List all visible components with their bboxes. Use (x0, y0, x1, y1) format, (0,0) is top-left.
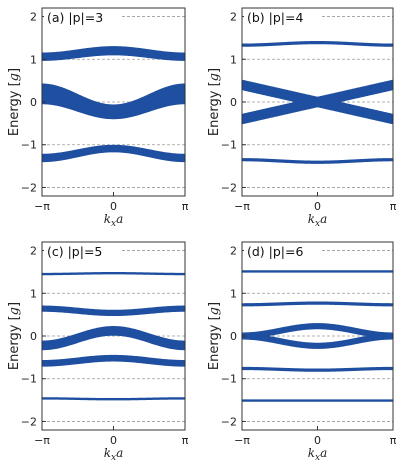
y-tick-label: −1 (21, 373, 37, 386)
energy-band-3 (41, 144, 186, 163)
x-axis-label: kxa (308, 212, 328, 229)
x-tick-label: −π (34, 434, 50, 447)
y-tick-label: 2 (30, 11, 37, 24)
x-tick-label: 0 (314, 200, 321, 213)
chart-panel-1: −2 −1 0 1 2 −π 0 π kxa Energy [g] (a) |p|=3 (7, 7, 189, 229)
x-tick-label: π (390, 200, 397, 213)
y-axis-label: Energy [g] (7, 68, 22, 136)
x-tick-label: 0 (110, 434, 117, 447)
x-axis-label: kxa (104, 212, 124, 229)
x-tick-label: π (390, 434, 397, 447)
y-tick-label: 0 (30, 96, 37, 109)
x-tick-label: π (182, 434, 189, 447)
y-tick-label: 2 (230, 245, 237, 258)
energy-band-5 (241, 366, 394, 372)
y-tick-label: −1 (221, 373, 237, 386)
energy-band-2 (241, 301, 394, 307)
panel-title: (c) |p|=5 (47, 244, 102, 259)
y-tick-label: −2 (221, 415, 237, 428)
panel-title-background (44, 10, 122, 26)
y-axis-label: Energy [g] (7, 302, 22, 370)
panel-title-background (44, 244, 122, 260)
x-axis-label: kxa (104, 446, 124, 463)
x-tick-label: −π (234, 434, 250, 447)
y-tick-label: −2 (21, 415, 37, 428)
energy-band-4 (241, 158, 394, 164)
y-tick-label: 1 (30, 53, 37, 66)
energy-band-5 (41, 397, 186, 401)
y-tick-label: 2 (30, 245, 37, 258)
panel-title: (a) |p|=3 (47, 10, 103, 25)
x-tick-label: 0 (314, 434, 321, 447)
y-tick-label: −2 (221, 181, 237, 194)
panel-title: (d) |p|=6 (247, 244, 303, 259)
y-tick-label: 2 (230, 11, 237, 24)
y-tick-label: 0 (230, 330, 237, 343)
energy-band-1 (41, 46, 186, 61)
chart-panel-2: −2 −1 0 1 2 −π 0 π kxa Energy [g] (b) |p|=4 (207, 7, 397, 229)
y-axis-label: Energy [g] (207, 302, 222, 370)
y-axis-label: Energy [g] (207, 68, 222, 136)
panel-title: (b) |p|=4 (247, 10, 303, 25)
y-tick-label: 0 (30, 330, 37, 343)
x-tick-label: 0 (110, 200, 117, 213)
energy-band-1 (241, 270, 394, 273)
y-tick-label: 1 (230, 287, 237, 300)
y-tick-label: 0 (230, 96, 237, 109)
y-tick-label: −1 (21, 139, 37, 152)
energy-band-2 (41, 305, 186, 317)
chart-panel-4: −2 −1 0 1 2 −π 0 π kxa Energy [g] (d) |p|=6 (207, 241, 397, 463)
panel-title-background (244, 244, 322, 260)
panel-title-background (244, 10, 322, 26)
energy-band-1 (241, 40, 394, 47)
energy-band-3 (241, 96, 394, 125)
energy-band-3 (41, 326, 186, 351)
energy-band-1 (41, 272, 186, 276)
x-tick-label: −π (34, 200, 50, 213)
y-tick-label: −1 (221, 139, 237, 152)
energy-band-4 (41, 354, 186, 367)
energy-band-6 (241, 399, 394, 402)
x-tick-label: π (182, 200, 189, 213)
x-tick-label: −π (234, 200, 250, 213)
x-axis-label: kxa (308, 446, 328, 463)
y-tick-label: −2 (21, 181, 37, 194)
y-tick-label: 1 (230, 53, 237, 66)
y-tick-label: 1 (30, 287, 37, 300)
energy-band-2 (41, 83, 186, 120)
chart-panel-3: −2 −1 0 1 2 −π 0 π kxa Energy [g] (c) |p|=5 (7, 241, 189, 463)
